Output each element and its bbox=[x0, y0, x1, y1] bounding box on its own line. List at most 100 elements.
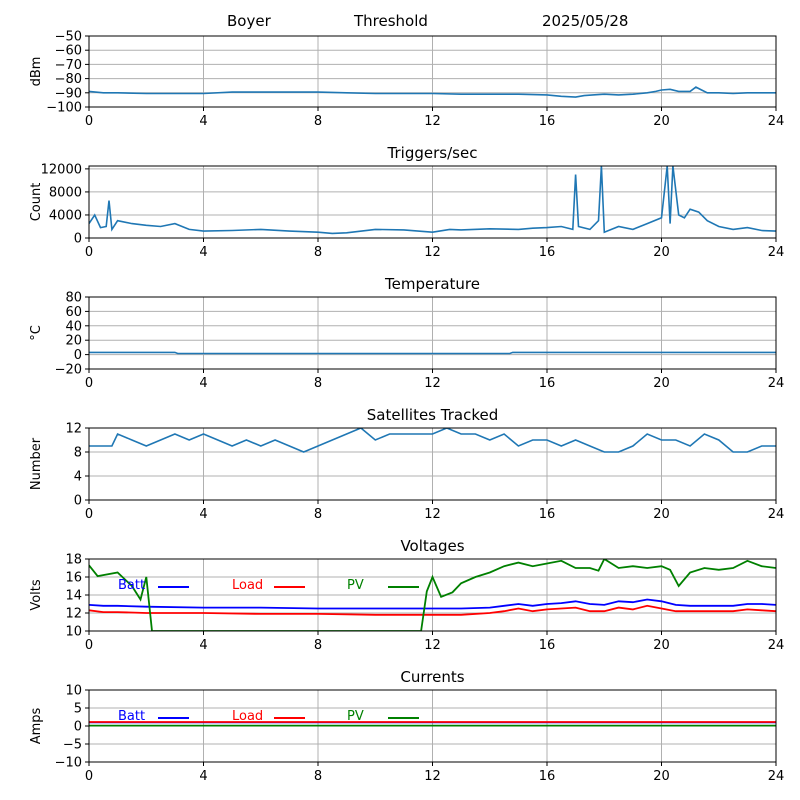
voltages-title: Voltages bbox=[400, 537, 464, 555]
triggers-y-tick-label: 12000 bbox=[41, 162, 82, 177]
voltages-y-tick-label: 14 bbox=[65, 589, 82, 604]
satellites-x-tick-label: 4 bbox=[199, 507, 207, 522]
station-name: Boyer bbox=[227, 12, 271, 30]
triggers-y-tick-label: 8000 bbox=[49, 185, 82, 200]
temperature-plot-frame bbox=[88, 296, 777, 370]
voltages-load-line bbox=[89, 604, 776, 616]
voltages-x-tick-label: 20 bbox=[653, 638, 670, 653]
temperature-x-tick-label: 4 bbox=[199, 376, 207, 391]
satellites-series-line bbox=[89, 428, 776, 453]
triggers-y-tick-label: 4000 bbox=[49, 208, 82, 223]
satellites-x-tick-label: 20 bbox=[653, 507, 670, 522]
signal-x-tick-label: 24 bbox=[768, 114, 785, 129]
satellites-x-tick-label: 0 bbox=[85, 507, 93, 522]
currents-plot-frame bbox=[88, 689, 777, 763]
signal-series-line bbox=[89, 86, 776, 98]
temperature-x-tick-label: 16 bbox=[539, 376, 556, 391]
triggers-series-line bbox=[89, 166, 776, 235]
currents-chart: 0 4 8 12 16 20 24 −10 −5 0 5 10 Currents Amps Batt Load… bbox=[29, 668, 784, 784]
signal-y-tick-label: −50 bbox=[55, 30, 82, 45]
temperature-y-tick-label: 20 bbox=[65, 334, 82, 349]
satellites-y-tick-label: 0 bbox=[74, 494, 82, 509]
temperature-x-tick-label: 20 bbox=[653, 376, 670, 391]
temperature-y-axis-label: °C bbox=[29, 325, 44, 341]
signal-y-tick-label: −100 bbox=[46, 101, 82, 116]
voltages-x-tick-label: 12 bbox=[424, 638, 441, 653]
temperature-y-tick-label: 40 bbox=[65, 319, 82, 334]
currents-legend-load-label: Load bbox=[232, 709, 263, 724]
satellites-x-tick-label: 24 bbox=[768, 507, 785, 522]
triggers-x-tick-label: 12 bbox=[424, 245, 441, 260]
satellites-x-tick-label: 12 bbox=[424, 507, 441, 522]
voltages-legend-load-label: Load bbox=[232, 578, 263, 593]
satellites-y-tick-label: 4 bbox=[74, 470, 82, 485]
satellites-y-tick-label: 8 bbox=[74, 446, 82, 461]
signal-x-tick-label: 16 bbox=[539, 114, 556, 129]
signal-plot-frame bbox=[88, 35, 777, 108]
satellites-y-tick-label: 12 bbox=[65, 422, 82, 437]
currents-y-tick-label: −5 bbox=[63, 738, 82, 753]
voltages-y-tick-label: 10 bbox=[65, 625, 82, 640]
currents-legend-pv-label: PV bbox=[347, 709, 364, 724]
currents-y-axis-label: Amps bbox=[29, 707, 44, 744]
triggers-y-tick-label: 0 bbox=[74, 232, 82, 247]
voltages-x-tick-label: 16 bbox=[539, 638, 556, 653]
signal-y-tick-label: −70 bbox=[55, 58, 82, 73]
voltages-legend-batt-label: Batt bbox=[118, 578, 145, 593]
temperature-y-tick-label: 60 bbox=[65, 305, 82, 320]
satellites-title: Satellites Tracked bbox=[367, 406, 498, 424]
triggers-plot-frame bbox=[88, 165, 777, 239]
triggers-x-tick-label: 20 bbox=[653, 245, 670, 260]
triggers-x-tick-label: 8 bbox=[314, 245, 322, 260]
signal-y-tick-label: −80 bbox=[55, 72, 82, 87]
triggers-x-tick-label: 24 bbox=[768, 245, 785, 260]
currents-x-tick-label: 16 bbox=[539, 769, 556, 784]
currents-x-tick-label: 20 bbox=[653, 769, 670, 784]
temperature-x-tick-label: 8 bbox=[314, 376, 322, 391]
signal-x-tick-label: 0 bbox=[85, 114, 93, 129]
satellites-chart: 0 4 8 12 16 20 24 0 4 8 12 Satellites Tracked Number bbox=[29, 406, 784, 522]
satellites-plot-frame bbox=[88, 427, 777, 501]
signal-y-axis-label: dBm bbox=[29, 57, 44, 87]
voltages-pv-line bbox=[89, 559, 776, 631]
voltages-chart: 0 4 8 12 16 20 24 10 12 14 16 18 Voltages Volts Batt Lo… bbox=[29, 537, 784, 653]
triggers-x-tick-label: 4 bbox=[199, 245, 207, 260]
triggers-x-tick-label: 16 bbox=[539, 245, 556, 260]
voltages-y-tick-label: 12 bbox=[65, 607, 82, 622]
signal-x-tick-label: 4 bbox=[199, 114, 207, 129]
voltages-batt-line bbox=[89, 598, 776, 610]
currents-x-tick-label: 12 bbox=[424, 769, 441, 784]
triggers-chart: 0 4 8 12 16 20 24 0 4000 8000 12000 Triggers/sec Cou… bbox=[29, 144, 784, 260]
signal-chart: 0 4 8 12 16 20 24 −100−90−80−70−60−50 dBm bbox=[29, 30, 784, 130]
voltages-legend-pv-label: PV bbox=[347, 578, 364, 593]
currents-y-tick-label: −10 bbox=[55, 756, 82, 771]
currents-x-tick-label: 0 bbox=[85, 769, 93, 784]
triggers-x-tick-label: 0 bbox=[85, 245, 93, 260]
signal-x-tick-label: 12 bbox=[424, 114, 441, 129]
satellites-x-tick-label: 8 bbox=[314, 507, 322, 522]
currents-y-tick-label: 10 bbox=[65, 684, 82, 699]
temperature-x-tick-label: 12 bbox=[424, 376, 441, 391]
temperature-x-tick-label: 24 bbox=[768, 376, 785, 391]
temperature-x-tick-label: 0 bbox=[85, 376, 93, 391]
temperature-series-line bbox=[89, 351, 776, 355]
temperature-y-tick-label: −20 bbox=[55, 363, 82, 378]
currents-y-tick-label: 5 bbox=[74, 702, 82, 717]
temperature-title: Temperature bbox=[384, 275, 480, 293]
date-label: 2025/05/28 bbox=[542, 12, 629, 30]
temperature-y-tick-label: 0 bbox=[74, 348, 82, 363]
voltages-plot-frame bbox=[88, 558, 777, 632]
currents-title: Currents bbox=[400, 668, 464, 686]
currents-legend-batt-label: Batt bbox=[118, 709, 145, 724]
satellites-y-axis-label: Number bbox=[29, 437, 44, 490]
voltages-x-tick-label: 8 bbox=[314, 638, 322, 653]
mode-label: Threshold bbox=[354, 12, 428, 30]
voltages-x-tick-label: 24 bbox=[768, 638, 785, 653]
currents-x-tick-label: 8 bbox=[314, 769, 322, 784]
temperature-y-tick-label: 80 bbox=[65, 291, 82, 306]
voltages-y-tick-label: 16 bbox=[65, 571, 82, 586]
currents-y-tick-label: 0 bbox=[74, 720, 82, 735]
currents-x-tick-label: 4 bbox=[199, 769, 207, 784]
